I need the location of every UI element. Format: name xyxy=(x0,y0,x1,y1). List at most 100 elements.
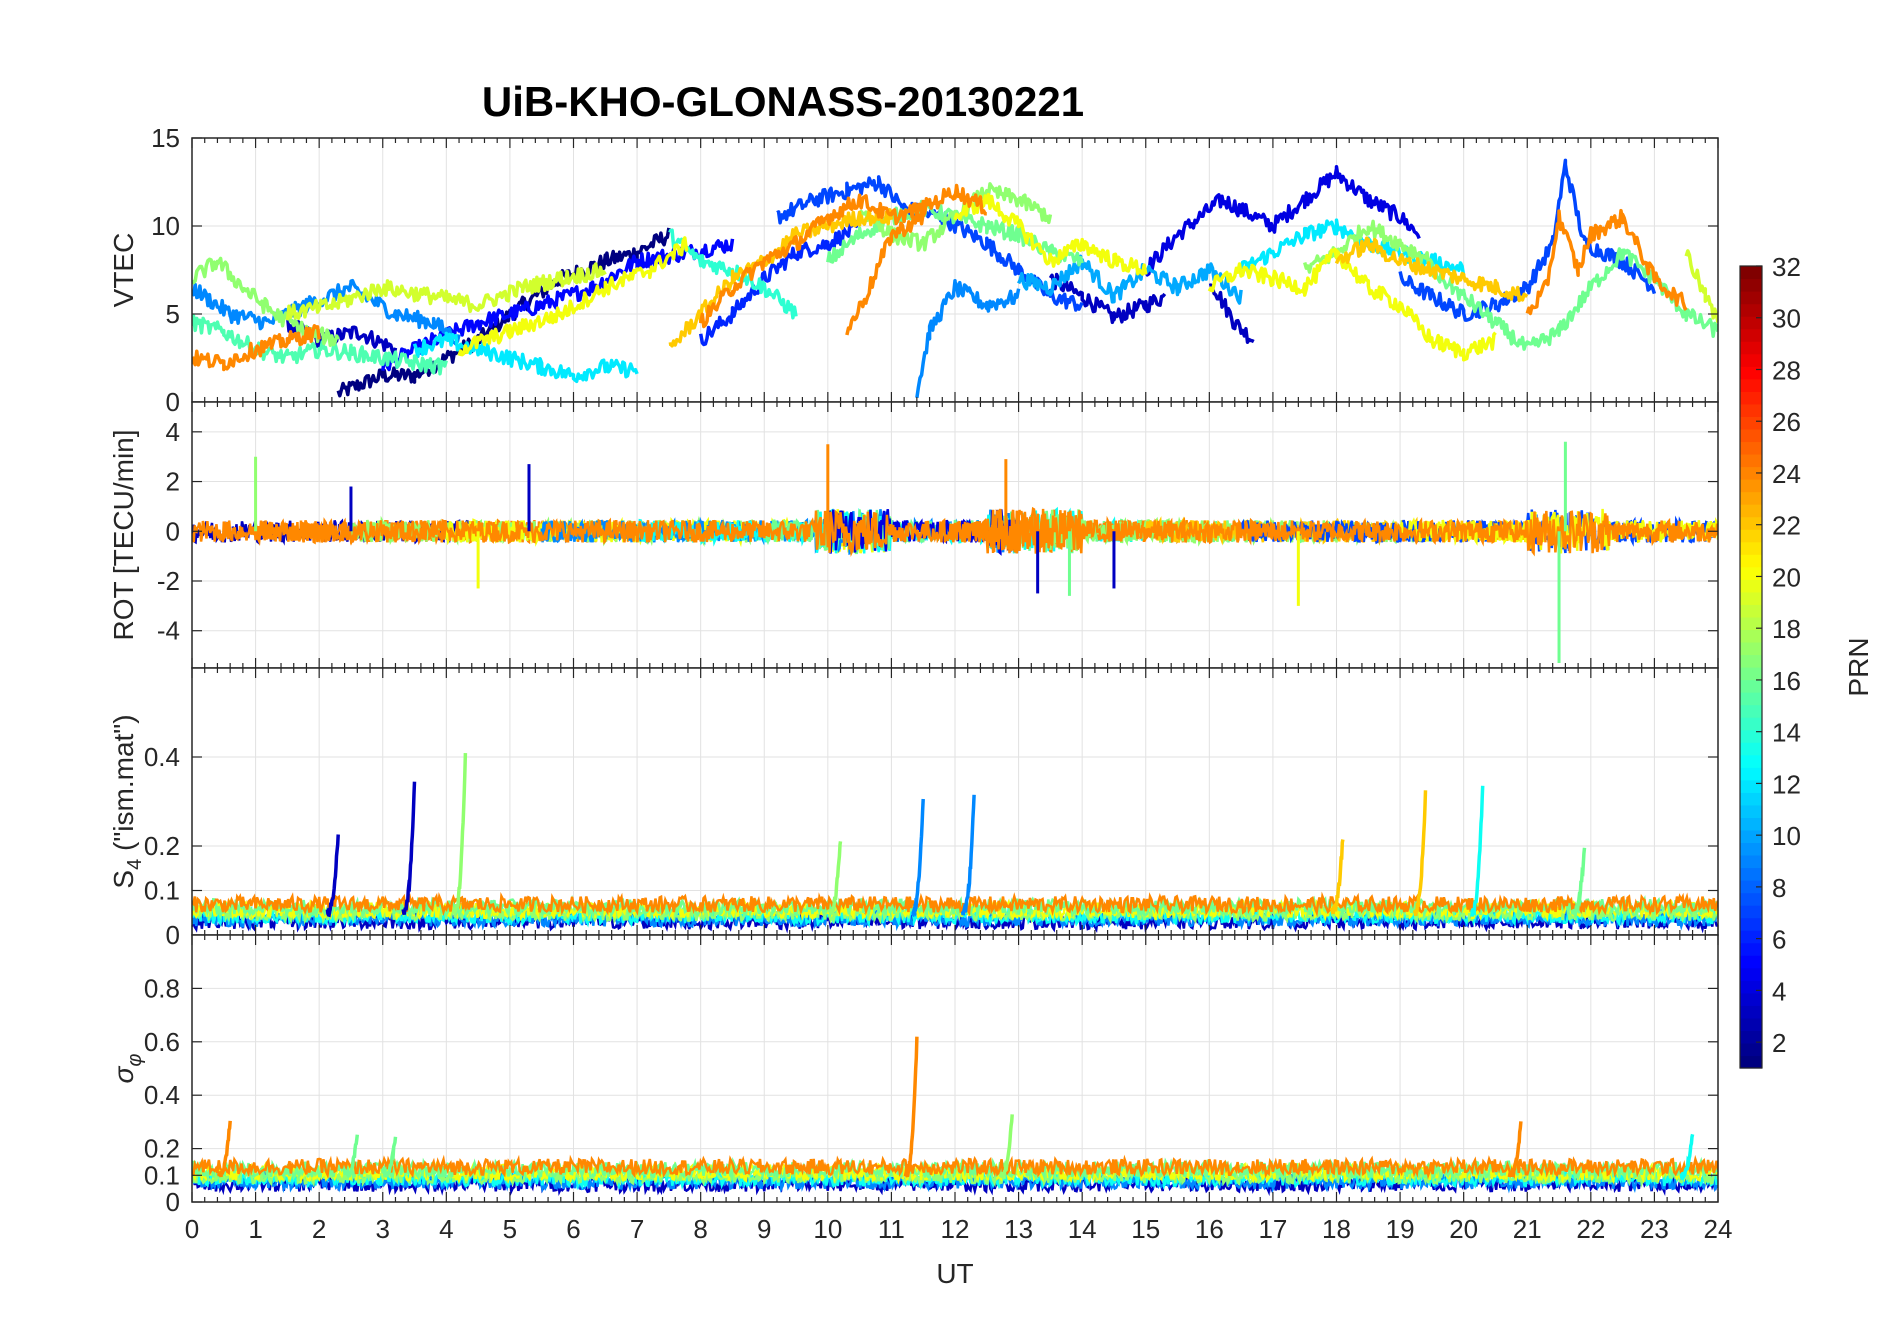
colorbar-swatch xyxy=(1740,792,1762,806)
colorbar-swatch xyxy=(1740,504,1762,518)
sigma_phi-peak-prn-16 xyxy=(344,1134,360,1178)
colorbar-swatch xyxy=(1740,667,1762,681)
series-line-prn-20 xyxy=(953,192,1148,276)
panel-s4: 0 0.1 0.2 0.4S4 ("ism.mat") xyxy=(108,667,1719,950)
sigma_phi-peak-prn-17 xyxy=(999,1114,1014,1183)
x-tick-label: 14 xyxy=(1068,1214,1097,1244)
y-tick-label: 0.4 xyxy=(144,1080,180,1110)
colorbar-swatch xyxy=(1740,554,1762,568)
y-tick-label: 0.6 xyxy=(144,1027,180,1057)
y-tick-label: 0 xyxy=(166,920,180,950)
colorbar-swatch xyxy=(1740,516,1762,530)
y-tick-label: 5 xyxy=(166,299,180,329)
colorbar-swatch xyxy=(1740,955,1762,969)
series-line-prn-24 xyxy=(698,183,987,329)
chart-title: UiB-KHO-GLONASS-20130221 xyxy=(482,78,1084,125)
colorbar-swatch xyxy=(1740,917,1762,931)
colorbar-tick-label: 6 xyxy=(1772,925,1786,955)
x-tick-label: 21 xyxy=(1513,1214,1542,1244)
colorbar-swatch xyxy=(1740,579,1762,593)
colorbar-swatch xyxy=(1740,867,1762,881)
sigma_phi-peak-prn-24 xyxy=(216,1120,232,1178)
s4-peak-prn-9 xyxy=(960,794,976,916)
x-tick-label: 15 xyxy=(1131,1214,1160,1244)
colorbar-swatch xyxy=(1740,992,1762,1006)
colorbar-tick-label: 18 xyxy=(1772,614,1801,644)
colorbar-tick-label: 22 xyxy=(1772,511,1801,541)
colorbar-swatch xyxy=(1740,378,1762,392)
x-tick-label: 0 xyxy=(185,1214,199,1244)
colorbar-tick-label: 10 xyxy=(1772,821,1801,851)
x-tick-label: 7 xyxy=(630,1214,644,1244)
sigma_phi-peak-prn-13 xyxy=(1679,1133,1695,1182)
s4-trace-prn-24 xyxy=(192,891,1718,918)
series-line-prn-9 xyxy=(915,278,1021,399)
colorbar-tick-label: 2 xyxy=(1772,1028,1786,1058)
colorbar-swatch xyxy=(1740,641,1762,656)
series-line-prn-10 xyxy=(1017,254,1243,305)
colorbar-swatch xyxy=(1740,1055,1762,1069)
series-group xyxy=(192,1036,1718,1197)
x-tick-label: 19 xyxy=(1386,1214,1415,1244)
x-tick-label: 4 xyxy=(439,1214,453,1244)
colorbar-frame xyxy=(1739,265,1763,1069)
series-line-prn-15 xyxy=(192,314,448,376)
colorbar-tick-label: 24 xyxy=(1772,459,1801,489)
colorbar-swatch xyxy=(1740,942,1762,956)
y-tick-label: 0.2 xyxy=(144,1134,180,1164)
series-line-prn-4 xyxy=(1144,164,1421,277)
colorbar-swatch xyxy=(1740,629,1762,643)
x-tick-label: 10 xyxy=(813,1214,842,1244)
x-ticks xyxy=(191,935,1719,1202)
colorbar-swatch xyxy=(1740,980,1762,994)
x-tick-label: 5 xyxy=(503,1214,517,1244)
colorbar-swatch xyxy=(1740,366,1762,380)
x-tick-label: 17 xyxy=(1258,1214,1287,1244)
colorbar-tick-label: 14 xyxy=(1772,718,1801,748)
x-tick-label: 3 xyxy=(376,1214,390,1244)
colorbar-swatch xyxy=(1740,466,1762,480)
x-ticks xyxy=(191,138,1719,402)
colorbar-swatch xyxy=(1740,742,1762,756)
colorbar-swatch xyxy=(1740,854,1762,869)
y-tick-label: 0.1 xyxy=(144,876,180,906)
colorbar-swatch xyxy=(1740,541,1762,555)
x-tick-label: 18 xyxy=(1322,1214,1351,1244)
y-tick-label: 0.8 xyxy=(144,973,180,1003)
y-tick-label: 2 xyxy=(166,467,180,497)
series-line-prn-24 xyxy=(845,212,925,336)
series-group xyxy=(192,158,1718,399)
colorbar-tick-label: 12 xyxy=(1772,769,1801,799)
colorbar-swatch xyxy=(1740,341,1762,355)
y-axis-label: ROT [TECU/min] xyxy=(108,429,139,640)
x-ticks xyxy=(191,668,1719,935)
x-tick-label: 2 xyxy=(312,1214,326,1244)
s4-peak-prn-9 xyxy=(911,798,925,918)
series-line-prn-3 xyxy=(1048,272,1167,325)
x-ticks xyxy=(191,402,1719,668)
colorbar-swatch xyxy=(1740,391,1762,405)
colorbar-swatch xyxy=(1740,967,1762,981)
series-line-prn-24 xyxy=(1525,208,1688,316)
y-tick-label: 15 xyxy=(151,123,180,153)
s4-peak-prn-16 xyxy=(1571,847,1587,922)
x-tick-label: 6 xyxy=(566,1214,580,1244)
s4-peak-prn-3 xyxy=(401,781,417,915)
series-group xyxy=(192,441,1718,664)
series-group xyxy=(192,753,1718,934)
sigma_phi-peak-prn-24 xyxy=(903,1036,919,1178)
x-tick-label: 16 xyxy=(1195,1214,1224,1244)
x-tick-label: 11 xyxy=(878,1214,905,1244)
colorbar-swatch xyxy=(1740,729,1762,743)
series-line-prn-20 xyxy=(1207,247,1497,362)
y-axis-label: σφ xyxy=(108,1054,146,1084)
series-line-prn-7 xyxy=(1398,158,1657,322)
colorbar-swatch xyxy=(1740,767,1762,781)
x-axis-label: UT xyxy=(936,1258,973,1289)
s4-peak-prn-22 xyxy=(1329,839,1345,915)
colorbar-swatch xyxy=(1740,930,1762,944)
sigma_phi-peak-prn-16 xyxy=(382,1136,398,1178)
